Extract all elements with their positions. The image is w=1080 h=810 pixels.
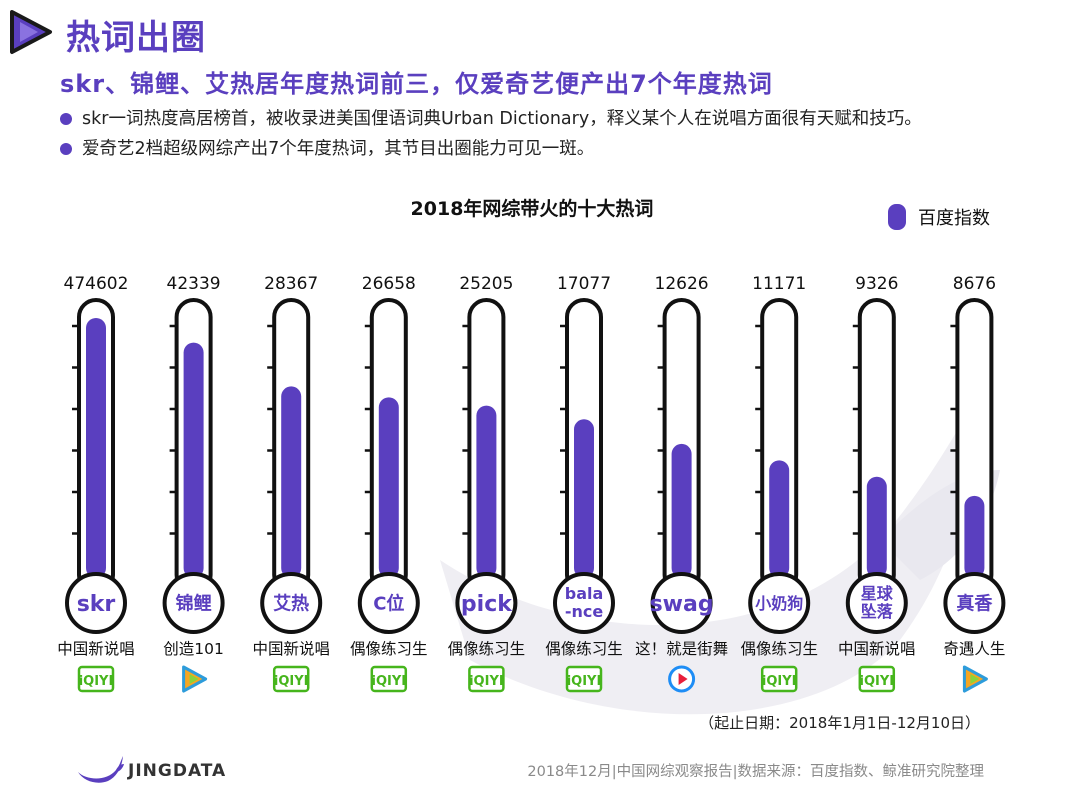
value-bar xyxy=(671,443,692,578)
page-subtitle: skr、锦鲤、艾热居年度热词前三，仅爱奇艺便产出7个年度热词 xyxy=(60,70,773,98)
value-bar xyxy=(574,419,594,578)
category-label: 锦鲤 xyxy=(176,592,212,614)
footer-brand: JINGDATA xyxy=(128,761,227,781)
thermometer-bulb xyxy=(357,572,420,634)
show-name: 偶像练习生 xyxy=(448,640,526,658)
show-name: 奇遇人生 xyxy=(943,640,1005,658)
thermometer-1: 474602 skr 中国新说唱 iQIYI xyxy=(57,274,135,693)
value-label: 8676 xyxy=(953,274,996,294)
value-bar xyxy=(86,318,106,578)
category-label: skr xyxy=(77,592,116,617)
thermometer-6: 17077 bala -nce 偶像练习生 iQIYI xyxy=(545,274,623,693)
iqiyi-logo-icon xyxy=(468,665,505,693)
thermometer-bulb xyxy=(65,572,127,634)
iqiyi-logo-icon xyxy=(760,665,798,693)
iqiyi-logo-text: iQIYI xyxy=(567,674,602,689)
category-label: pick xyxy=(461,592,513,617)
iqiyi-logo-text: iQIYI xyxy=(762,674,797,689)
legend-label: 百度指数 xyxy=(918,208,990,229)
value-bar xyxy=(964,495,985,578)
iqiyi-logo-icon xyxy=(858,665,896,693)
value-label: 474602 xyxy=(64,274,129,294)
thermometer-bulb xyxy=(260,572,323,634)
page-title: 热词出圈 xyxy=(66,18,206,58)
show-name: 中国新说唱 xyxy=(57,640,135,658)
show-name: 这！就是街舞 xyxy=(635,640,728,658)
value-label: 42339 xyxy=(167,274,221,294)
play-icon xyxy=(10,10,52,54)
category-label: bala -nce xyxy=(565,584,604,621)
category-label: C位 xyxy=(373,592,404,614)
whale-logo-icon xyxy=(78,756,124,783)
iqiyi-logo-text: iQIYI xyxy=(859,674,894,689)
thermometer-bulb xyxy=(455,572,518,634)
bullet-list: skr一词热度高居榜首，被收录进美国俚语词典Urban Dictionary，释… xyxy=(60,104,922,164)
value-bar xyxy=(378,397,399,578)
value-bar xyxy=(476,405,497,578)
iqiyi-logo-icon xyxy=(370,665,408,693)
value-bar xyxy=(281,386,302,578)
show-name: 创造101 xyxy=(163,640,224,658)
iqiyi-logo-icon xyxy=(77,665,115,693)
value-label: 26658 xyxy=(362,274,416,294)
iqiyi-logo-text: iQIYI xyxy=(469,674,504,689)
thermometer-7: 12626 swag 这！就是街舞 xyxy=(635,274,728,693)
value-label: 28367 xyxy=(264,274,318,294)
value-label: 9326 xyxy=(855,274,898,294)
show-name: 偶像练习生 xyxy=(350,640,428,658)
iqiyi-logo-icon xyxy=(272,665,310,693)
thermometer-bulb xyxy=(650,572,713,634)
show-name: 偶像练习生 xyxy=(740,640,818,658)
iqiyi-logo-icon xyxy=(565,665,603,693)
tencent-video-icon-inner xyxy=(970,674,980,684)
youku-icon-play xyxy=(678,673,688,685)
iqiyi-logo-text: iQIYI xyxy=(79,674,114,689)
iqiyi-logo-text: iQIYI xyxy=(274,674,309,689)
legend-swatch xyxy=(888,204,906,230)
value-bar xyxy=(866,476,887,578)
thermometer-bulb xyxy=(845,572,908,634)
value-label: 11171 xyxy=(752,274,806,294)
value-label: 12626 xyxy=(655,274,709,294)
category-label: 星球坠落 xyxy=(861,584,894,621)
category-label: 真香 xyxy=(956,592,993,614)
show-name: 中国新说唱 xyxy=(838,640,916,658)
show-name: 偶像练习生 xyxy=(545,640,623,658)
value-label: 17077 xyxy=(557,274,611,294)
bullet-item: 爱奇艺2档超级网综产出7个年度热词，其节目出圈能力可见一斑。 xyxy=(60,134,922,164)
value-label: 25205 xyxy=(459,274,513,294)
value-bar xyxy=(183,342,204,578)
category-label: 小奶狗 xyxy=(755,594,803,613)
category-label: 艾热 xyxy=(273,592,309,614)
category-label: swag xyxy=(650,592,714,617)
thermometer-bulb xyxy=(553,572,615,634)
show-name: 中国新说唱 xyxy=(252,640,330,658)
chart-title: 2018年网综带火的十大热词 xyxy=(410,198,654,220)
date-range-note: （起止日期：2018年1月1日-12月10日） xyxy=(699,714,980,732)
bullet-item: skr一词热度高居榜首，被收录进美国俚语词典Urban Dictionary，释… xyxy=(60,104,922,134)
footer-source: 2018年12月|中国网综观察报告|数据来源：百度指数、鲸准研究院整理 xyxy=(527,764,984,780)
tencent-video-icon-inner xyxy=(189,674,199,684)
thermometer-5: 25205 pick 偶像练习生 iQIYI xyxy=(448,274,526,693)
iqiyi-logo-text: iQIYI xyxy=(371,674,406,689)
thermometer-bulb xyxy=(748,572,811,634)
thermometer-bulb xyxy=(162,572,225,634)
thermometer-bulb xyxy=(943,572,1006,634)
value-bar xyxy=(769,460,790,578)
chart-legend: 百度指数 xyxy=(888,204,990,230)
